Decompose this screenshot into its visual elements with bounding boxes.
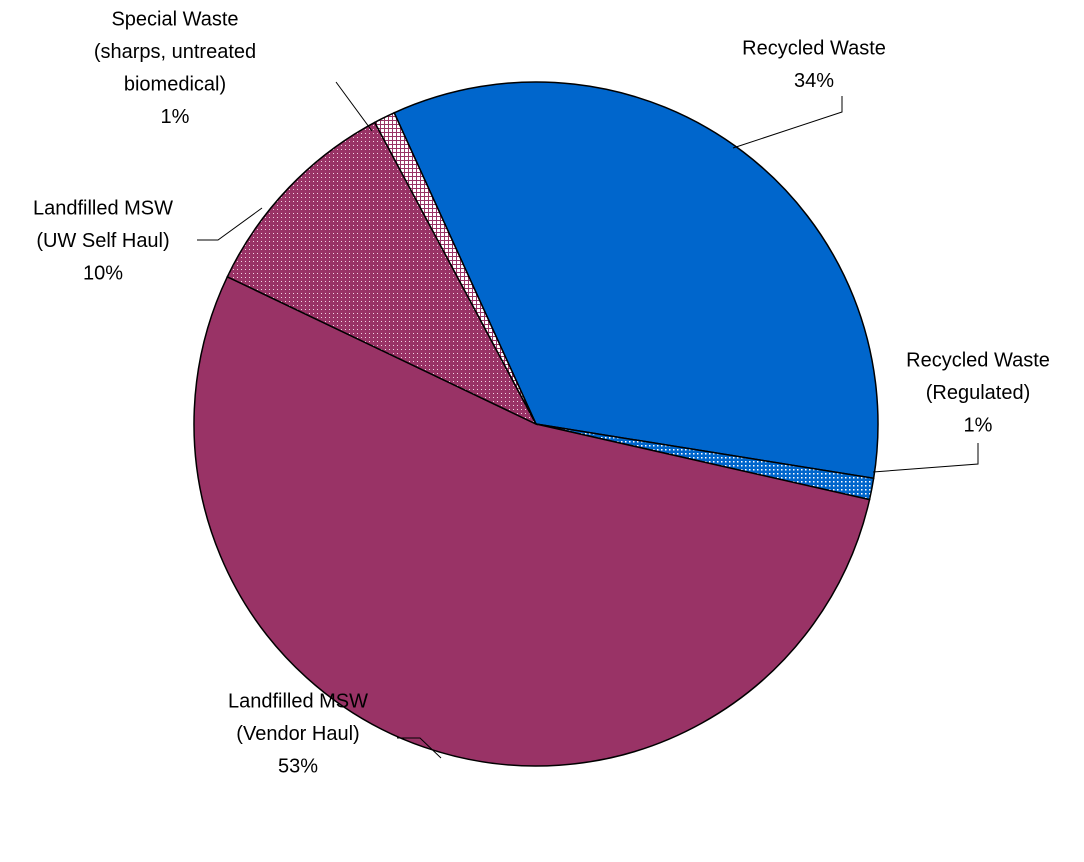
slice-label: Recycled Waste [742, 37, 886, 59]
value-label: 10% [83, 262, 123, 284]
pie-slice [193, 275, 871, 767]
slice-label: Landfilled MSW [33, 197, 173, 219]
leader-line [397, 737, 442, 759]
value-label: 53% [278, 755, 318, 777]
value-label: 1% [964, 414, 993, 436]
slice-label: Special Waste [111, 8, 238, 30]
slice-label: (Regulated) [926, 382, 1031, 404]
leader-line [732, 96, 843, 149]
leader-line [197, 207, 263, 241]
value-label: 34% [794, 70, 834, 92]
slice-label: Recycled Waste [906, 349, 1050, 371]
pie-slice [393, 81, 879, 480]
value-label: 1% [161, 106, 190, 128]
leader-line [872, 443, 979, 473]
slice-label: (Vendor Haul) [236, 723, 359, 745]
slice-label: biomedical) [124, 73, 226, 95]
slice-label: Landfilled MSW [228, 690, 368, 712]
leader-line [335, 81, 373, 132]
slice-label: (sharps, untreated [94, 41, 256, 63]
pie-slice [226, 121, 538, 426]
slice-label: (UW Self Haul) [36, 230, 169, 252]
pie-slice [373, 111, 537, 425]
